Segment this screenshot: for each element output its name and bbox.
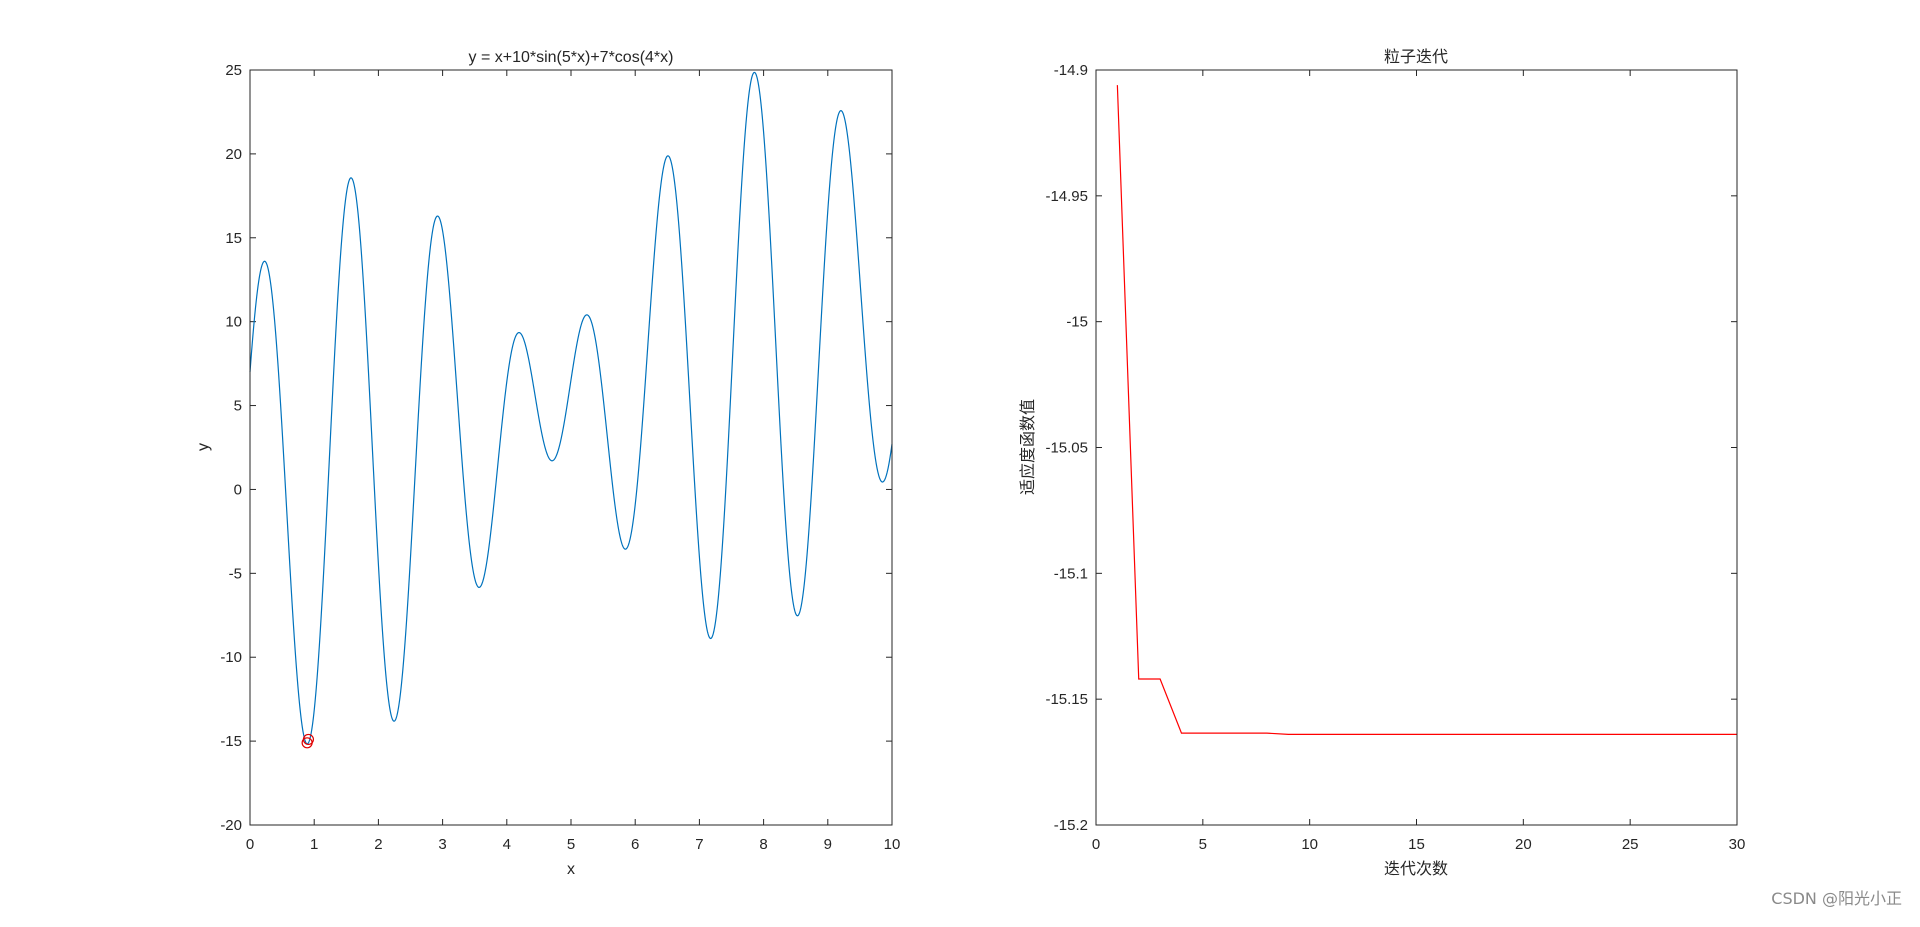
plot-1: y = x+10*sin(5*x)+7*cos(4*x) x y 0 1 2 3 4 5 6… <box>195 49 900 878</box>
plot-2: 粒子迭代 迭代次数 适应度函数值 0 5 10 15 20 25 30 -15.2 -15.15… <box>1018 47 1745 878</box>
plot-2-ylabel: 适应度函数值 <box>1018 399 1037 495</box>
y-tick-label: -14.95 <box>1045 188 1088 205</box>
plot-2-series-line <box>1116 85 1737 735</box>
x-tick-label: 5 <box>1199 836 1207 853</box>
x-tick-label: 6 <box>631 836 639 853</box>
x-tick-label: 4 <box>503 836 511 853</box>
y-tick-label: -15.2 <box>1054 817 1088 834</box>
x-tick-label: 5 <box>567 836 575 853</box>
x-tick-label: 7 <box>695 836 703 853</box>
x-tick-label: 1 <box>310 836 318 853</box>
plot-1-markers <box>301 733 315 749</box>
x-tick-label: 3 <box>438 836 446 853</box>
y-tick-label: -15.1 <box>1054 565 1088 582</box>
y-tick-label: -15.15 <box>1045 691 1088 708</box>
x-tick-label: 30 <box>1729 836 1746 853</box>
x-tick-label: 15 <box>1408 836 1425 853</box>
y-tick-label: -20 <box>220 817 242 834</box>
y-tick-label: 0 <box>234 481 242 498</box>
y-tick-label: -10 <box>220 649 242 666</box>
plot-1-ticks: 0 1 2 3 4 5 6 7 8 9 10 -20 -15 -10 -5 0 5 10 15 20 25 <box>220 62 900 853</box>
y-tick-label: -15.05 <box>1045 440 1088 457</box>
x-tick-label: 10 <box>1301 836 1318 853</box>
x-tick-label: 9 <box>824 836 832 853</box>
y-tick-label: 10 <box>225 314 242 331</box>
y-tick-label: -15 <box>220 733 242 750</box>
plot-2-ticks: 0 5 10 15 20 25 30 -15.2 -15.15 -15.1 -15.05 -15 -14… <box>1045 62 1745 853</box>
watermark: CSDN @阳光小正 <box>1771 889 1902 908</box>
y-tick-label: 20 <box>225 146 242 163</box>
y-tick-label: 25 <box>225 62 242 79</box>
y-tick-label: -5 <box>229 565 242 582</box>
x-tick-label: 20 <box>1515 836 1532 853</box>
y-tick-label: 15 <box>225 230 242 247</box>
plot-1-xlabel: x <box>567 861 575 878</box>
x-tick-label: 25 <box>1622 836 1639 853</box>
y-tick-label: -14.9 <box>1054 62 1088 79</box>
plot-1-ylabel: y <box>195 443 212 451</box>
x-tick-label: 2 <box>374 836 382 853</box>
x-tick-label: 0 <box>1092 836 1100 853</box>
plot-1-title: y = x+10*sin(5*x)+7*cos(4*x) <box>469 49 674 66</box>
y-tick-label: -15 <box>1066 314 1088 331</box>
plot-2-title: 粒子迭代 <box>1384 47 1448 66</box>
y-tick-label: 5 <box>234 398 242 415</box>
plot-1-series-line <box>249 71 893 745</box>
plot-2-xlabel: 迭代次数 <box>1384 859 1448 878</box>
x-tick-label: 8 <box>759 836 767 853</box>
plot-1-axes-box <box>249 69 893 826</box>
plot-2-axes-box <box>1095 69 1738 826</box>
x-tick-label: 10 <box>884 836 901 853</box>
optimum-marker <box>302 733 315 746</box>
x-tick-label: 0 <box>246 836 254 853</box>
